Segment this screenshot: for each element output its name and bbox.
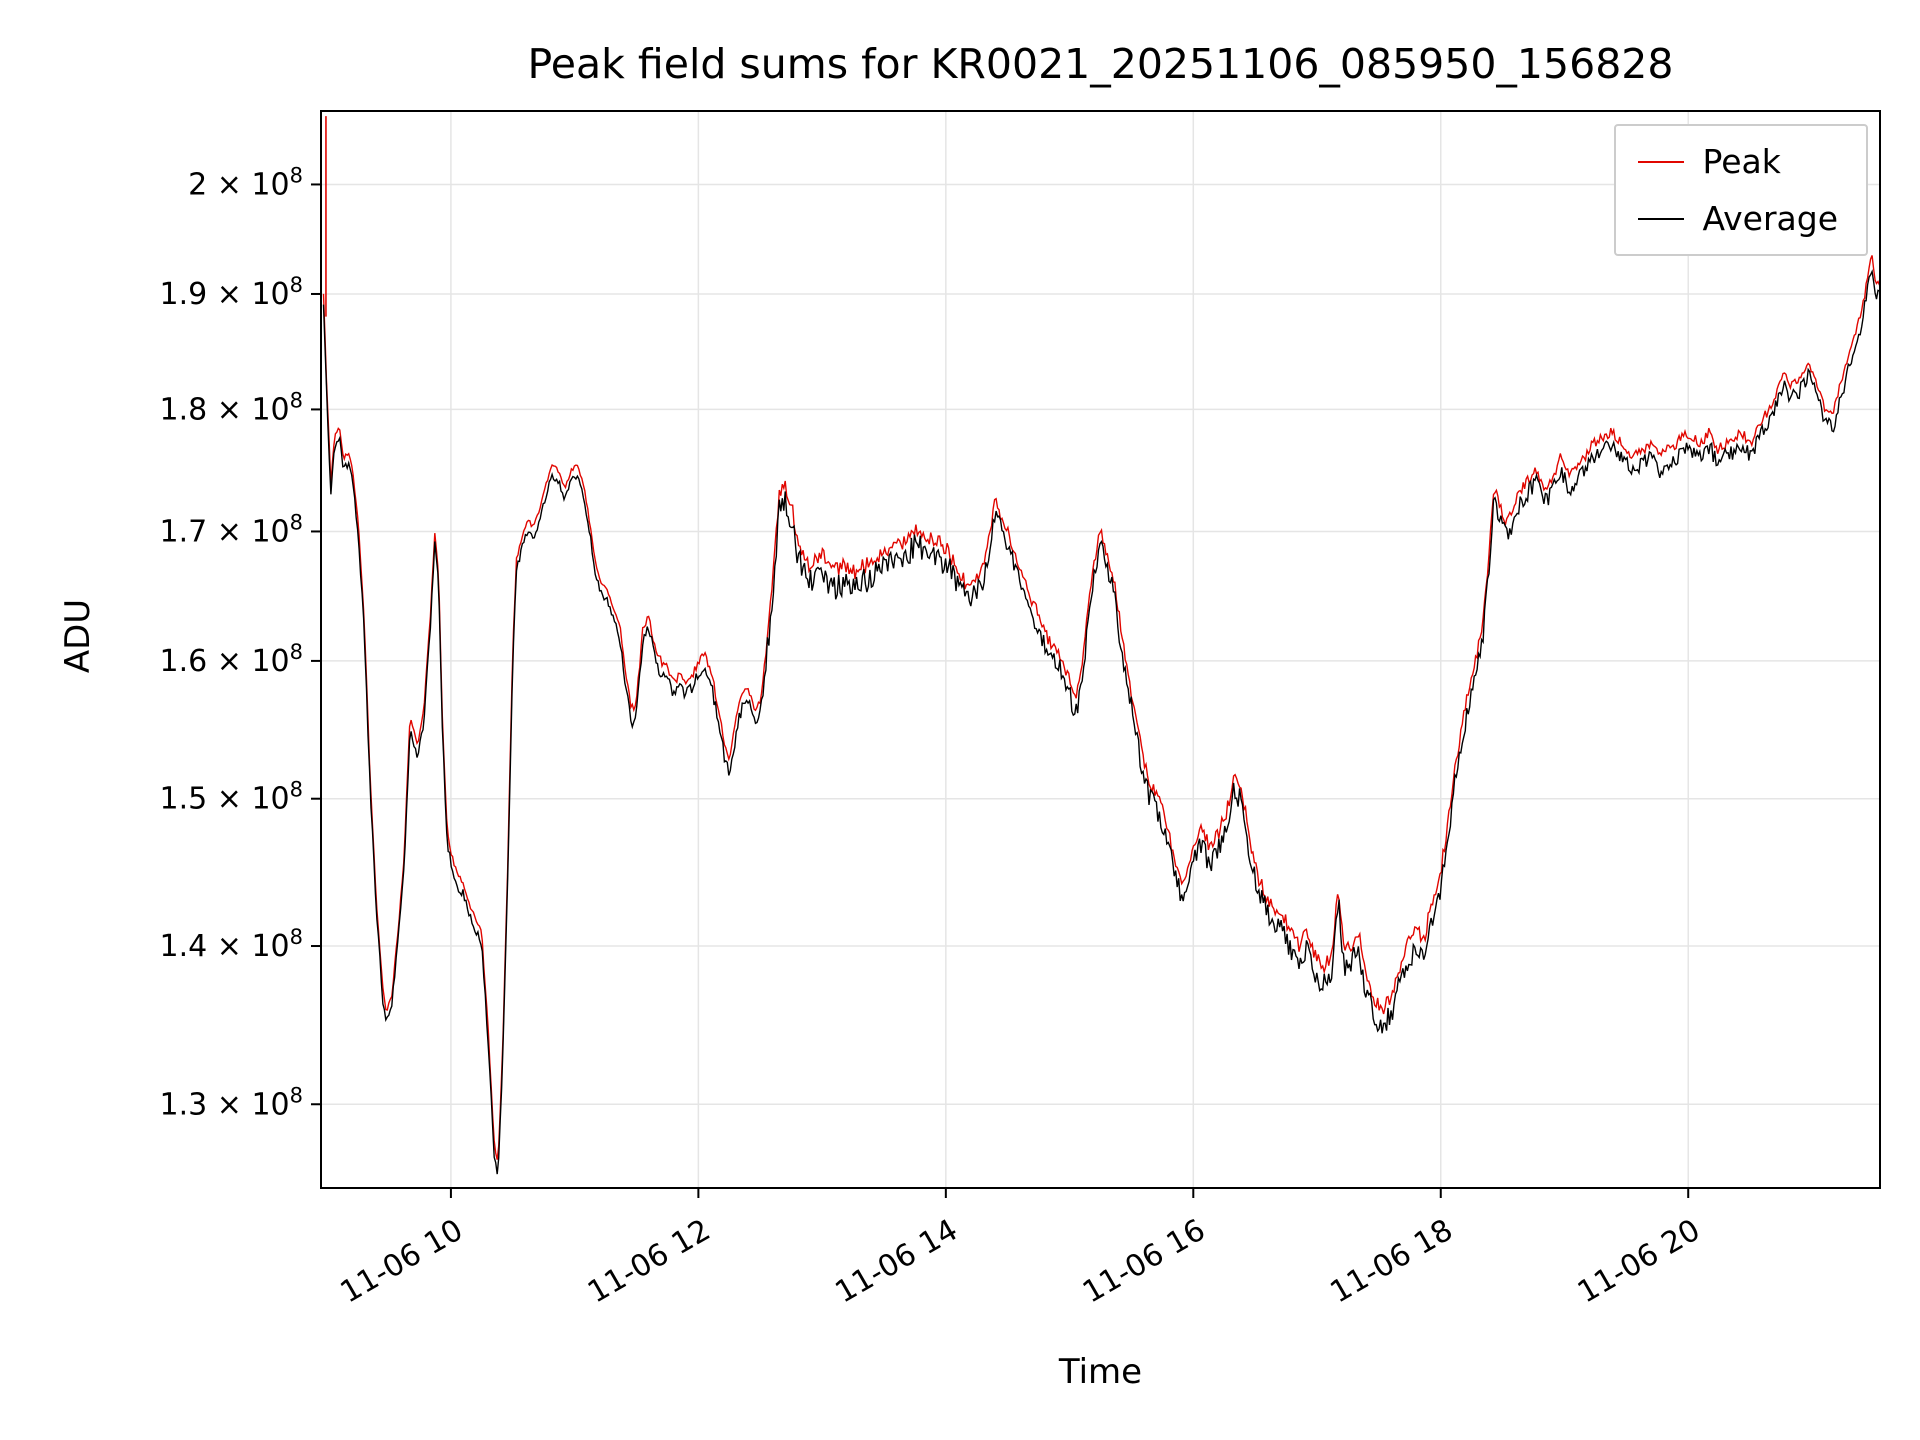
y-tick-label: 1.7 × 108	[160, 510, 303, 549]
y-tick-label: 1.8 × 108	[160, 388, 303, 427]
legend-item-peak: Peak	[1638, 142, 1838, 181]
y-tick-label: 1.6 × 108	[160, 640, 303, 679]
x-tick-label: 11-06 12	[582, 1213, 716, 1311]
y-tick-label: 1.9 × 108	[160, 273, 303, 312]
x-tick-label: 11-06 16	[1077, 1213, 1211, 1311]
peak-line-swatch-icon	[1638, 160, 1685, 163]
average-line-swatch-icon	[1638, 217, 1685, 220]
x-tick-label: 11-06 10	[335, 1213, 469, 1311]
y-tick-label: 1.5 × 108	[160, 778, 303, 817]
x-tick-label: 11-06 20	[1572, 1213, 1706, 1311]
x-tick-label: 11-06 14	[830, 1213, 964, 1311]
chart-title: Peak field sums for KR0021_20251106_0859…	[527, 40, 1674, 88]
y-tick-label: 1.3 × 108	[160, 1083, 303, 1122]
legend-label-peak: Peak	[1702, 142, 1781, 181]
legend: Peak Average	[1614, 124, 1868, 256]
y-tick-label: 1.4 × 108	[160, 925, 303, 964]
legend-label-average: Average	[1702, 199, 1838, 238]
legend-item-average: Average	[1638, 199, 1838, 238]
x-axis-label: Time	[1058, 1352, 1143, 1392]
x-tick-label: 11-06 18	[1324, 1213, 1458, 1311]
y-tick-label: 2 × 108	[188, 163, 303, 202]
y-axis-label: ADU	[58, 598, 98, 674]
